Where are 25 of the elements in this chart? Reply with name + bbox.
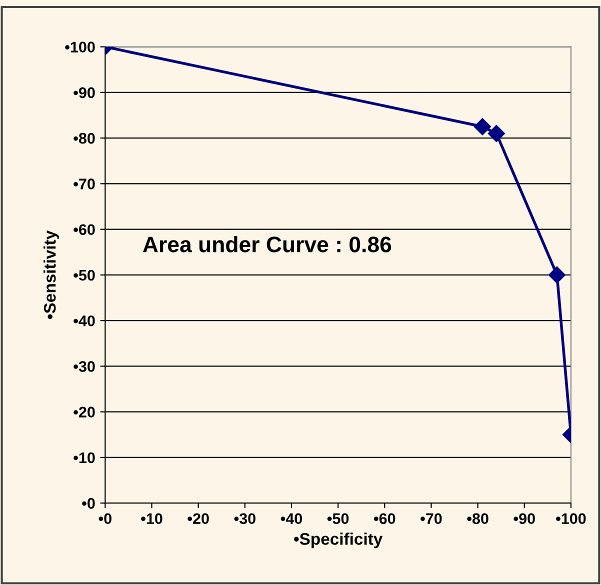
y-axis-title: •Sensitivity [44, 230, 60, 320]
y-tick-label: •100 [65, 42, 95, 52]
y-tick-label: •40 [74, 315, 95, 326]
x-tick-label: •20 [188, 513, 209, 524]
x-tick-label: •50 [327, 513, 349, 524]
x-tick-label: •80 [467, 513, 488, 524]
y-tick-label: •50 [74, 270, 95, 281]
x-tick-label: •60 [374, 513, 396, 524]
x-tick-label: •70 [420, 513, 442, 524]
x-tick-label: •30 [234, 513, 256, 524]
annotation: Area under Curve : 0.86 [142, 236, 392, 252]
x-tick-label: •90 [514, 513, 535, 524]
x-axis-title: •Specificity [294, 532, 383, 548]
y-tick-label: •80 [74, 132, 95, 144]
y-tick-label: •0 [82, 498, 95, 509]
y-tick-label: •30 [74, 361, 95, 372]
x-tick-label: •10 [141, 513, 162, 524]
y-tick-label: •70 [74, 178, 95, 190]
x-tick-label: •100 [556, 513, 586, 524]
x-tick-label: •40 [280, 513, 302, 524]
y-tick-label: •20 [74, 406, 95, 418]
y-tick-label: •60 [74, 224, 95, 236]
y-tick-label: •90 [74, 87, 95, 98]
x-tick-label: •0 [98, 513, 112, 524]
y-tick-label: •10 [74, 452, 95, 464]
